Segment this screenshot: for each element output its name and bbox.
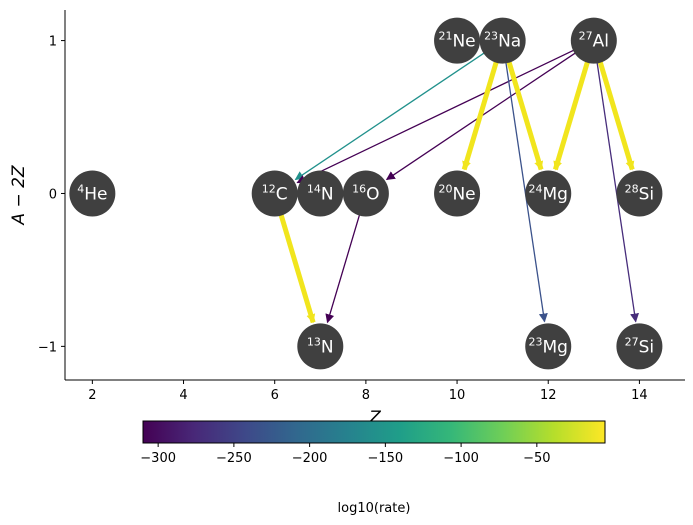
x-tick-label: 6 bbox=[271, 388, 279, 403]
element-symbol: Ne bbox=[452, 184, 475, 204]
mass-number: 27 bbox=[625, 335, 639, 348]
nucleus-label: 13N bbox=[307, 335, 334, 357]
link-27Al-to-12C bbox=[296, 49, 576, 184]
mass-number: 23 bbox=[529, 335, 543, 348]
link-16O-to-13N bbox=[325, 213, 361, 324]
link-27Al-to-28Si bbox=[597, 59, 635, 171]
link-27Al-to-24Mg bbox=[552, 59, 591, 171]
links-layer bbox=[278, 49, 639, 324]
element-symbol: Si bbox=[639, 184, 655, 204]
element-symbol: N bbox=[321, 184, 334, 204]
mass-number: 20 bbox=[438, 182, 452, 195]
nucleus-24Mg: 24Mg bbox=[525, 170, 572, 217]
nucleus-21Ne: 21Ne bbox=[434, 17, 481, 64]
nucleus-circle bbox=[297, 323, 344, 370]
colorbar-tick-label: −100 bbox=[443, 451, 479, 466]
colorbar-tick-label: −200 bbox=[292, 451, 328, 466]
element-symbol: Mg bbox=[543, 184, 568, 204]
element-symbol: O bbox=[366, 184, 379, 204]
mass-number: 27 bbox=[579, 30, 593, 43]
x-tick-label: 4 bbox=[179, 388, 187, 403]
colorbar-tick-label: −50 bbox=[523, 451, 550, 466]
nucleus-23Mg: 23Mg bbox=[525, 323, 572, 370]
link-27Al-to-27Si bbox=[596, 61, 639, 323]
x-tick-label: 14 bbox=[631, 388, 648, 403]
nucleus-27Si: 27Si bbox=[616, 323, 663, 370]
nucleus-16O: 16O bbox=[342, 170, 389, 217]
nucleus-circle bbox=[570, 17, 617, 64]
mass-number: 21 bbox=[438, 30, 452, 43]
nucleus-label: 23Mg bbox=[529, 335, 568, 357]
element-symbol: C bbox=[276, 184, 288, 204]
mass-number: 24 bbox=[529, 182, 543, 195]
nucleus-27Al: 27Al bbox=[570, 17, 617, 64]
mass-number: 28 bbox=[625, 182, 639, 195]
axes: 2 4 6 8 10 12 14−101 bbox=[38, 10, 685, 403]
y-tick-label: 1 bbox=[49, 35, 57, 50]
nucleus-circle bbox=[525, 323, 572, 370]
nucleus-label: 20Ne bbox=[438, 182, 475, 204]
link-23Na-to-24Mg bbox=[506, 59, 544, 171]
nucleus-circle bbox=[434, 170, 481, 217]
nucleus-4He: 4He bbox=[69, 170, 116, 217]
nucleus-14N: 14N bbox=[297, 170, 344, 217]
element-symbol: He bbox=[84, 184, 107, 204]
nucleus-label: 23Na bbox=[484, 30, 521, 52]
nucleus-circle bbox=[616, 170, 663, 217]
link-23Na-to-23Mg bbox=[505, 61, 548, 323]
x-tick-label: 8 bbox=[362, 388, 370, 403]
colorbar-label: log10(rate) bbox=[338, 501, 411, 516]
colorbar: −300 −250 −200 −150 −100 −50 bbox=[140, 420, 606, 466]
y-tick-label: 0 bbox=[49, 187, 57, 202]
nucleus-20Ne: 20Ne bbox=[434, 170, 481, 217]
nucleus-circle bbox=[525, 170, 572, 217]
nucleus-label: 16O bbox=[352, 182, 379, 204]
element-symbol: Mg bbox=[543, 337, 568, 357]
element-symbol: Na bbox=[498, 32, 521, 52]
y-axis-label: A − 2Z bbox=[9, 165, 29, 225]
nucleus-circle bbox=[616, 323, 663, 370]
nucleus-23Na: 23Na bbox=[479, 17, 526, 64]
nucleus-label: 27Al bbox=[579, 30, 609, 52]
nucleus-circle bbox=[297, 170, 344, 217]
nucleus-circle bbox=[251, 170, 298, 217]
nucleus-circle bbox=[434, 17, 481, 64]
nucleus-28Si: 28Si bbox=[616, 170, 663, 217]
element-symbol: Si bbox=[639, 337, 655, 357]
nucleus-label: 24Mg bbox=[529, 182, 568, 204]
colorbar-tick-label: −150 bbox=[368, 451, 404, 466]
x-tick-label: 2 bbox=[88, 388, 96, 403]
element-symbol: Ne bbox=[452, 32, 475, 52]
nucleus-label: 4He bbox=[77, 182, 107, 204]
colorbar-gradient bbox=[142, 420, 606, 444]
nucleus-circle bbox=[479, 17, 526, 64]
mass-number: 16 bbox=[352, 182, 366, 195]
x-tick-label: 12 bbox=[540, 388, 557, 403]
mass-number: 14 bbox=[307, 182, 321, 195]
colorbar-tick-label: −300 bbox=[140, 451, 176, 466]
nucleus-label: 21Ne bbox=[438, 30, 475, 52]
nucleus-label: 27Si bbox=[625, 335, 655, 357]
mass-number: 4 bbox=[77, 182, 84, 195]
mass-number: 23 bbox=[484, 30, 498, 43]
colorbar-tick-label: −250 bbox=[216, 451, 252, 466]
nucleus-13N: 13N bbox=[297, 323, 344, 370]
element-symbol: N bbox=[321, 337, 334, 357]
nucleus-12C: 12C bbox=[251, 170, 298, 217]
nucleus-label: 28Si bbox=[625, 182, 655, 204]
link-12C-to-13N bbox=[278, 212, 316, 324]
link-23Na-to-12C bbox=[294, 51, 486, 181]
mass-number: 12 bbox=[262, 182, 276, 195]
element-symbol: Al bbox=[593, 32, 609, 52]
link-23Na-to-20Ne bbox=[461, 59, 500, 171]
mass-number: 13 bbox=[307, 335, 321, 348]
nucleus-circle bbox=[69, 170, 116, 217]
y-tick-label: −1 bbox=[38, 340, 57, 355]
nucleus-label: 12C bbox=[262, 182, 288, 204]
x-tick-label: 10 bbox=[449, 388, 466, 403]
nucleus-label: 14N bbox=[307, 182, 334, 204]
nucleus-circle bbox=[342, 170, 389, 217]
